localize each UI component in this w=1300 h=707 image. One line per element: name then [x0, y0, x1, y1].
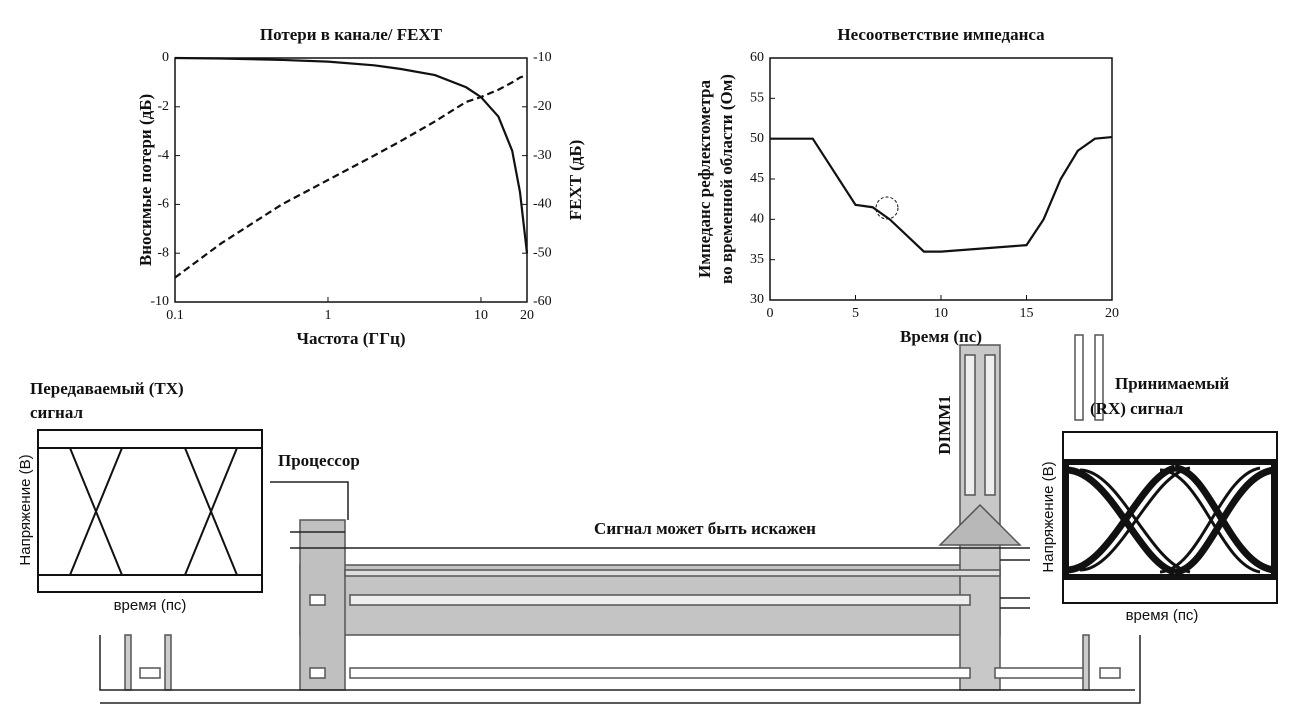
board-lines: [99, 481, 1141, 704]
rx-title: (RX) сигнал: [1090, 399, 1184, 418]
board: [124, 334, 1121, 691]
tx-title: Передаваемый (TX): [30, 379, 184, 398]
y-axis-label: во временной области (Ом): [717, 74, 736, 284]
y2-tick-label: -40: [533, 197, 552, 212]
y-axis-label: Вносимые потери (дБ): [136, 94, 155, 266]
y2-tick-label: -50: [533, 245, 552, 260]
y-tick-label: 0: [162, 50, 169, 65]
x-tick-label: 0.1: [166, 308, 184, 323]
y-tick-label: 35: [750, 252, 764, 267]
y-axis-label: Импеданс рефлектометра: [695, 80, 714, 278]
x-tick-label: 5: [852, 306, 859, 321]
processor-label: Процессор: [278, 451, 360, 470]
rx-eye: [1062, 431, 1278, 604]
x-axis-label: Частота (ГГц): [297, 329, 406, 348]
chart-title: Потери в канале/ FEXT: [260, 25, 443, 44]
y-tick-label: -10: [150, 294, 169, 309]
y-tick-label: 50: [750, 131, 764, 146]
line-series: [174, 74, 528, 279]
chart-title: Несоответствие импеданса: [837, 25, 1045, 44]
rx-ylabel: Напряжение (В): [1040, 461, 1057, 572]
x-tick-label: 15: [1020, 306, 1034, 321]
rx-xlabel: время (пс): [1126, 607, 1199, 624]
y2-axis-label: FEXT (дБ): [566, 140, 585, 220]
y-tick-label: 60: [750, 50, 764, 65]
plot-frame: [174, 57, 528, 303]
dimm-label: DIMM1: [935, 395, 954, 454]
line-series: [770, 135, 1113, 253]
x-axis-label: Время (пс): [900, 327, 982, 346]
y-tick-label: 55: [750, 91, 764, 106]
y2-tick-label: -60: [533, 294, 552, 309]
x-tick-label: 10: [474, 308, 488, 323]
y-tick-label: -2: [157, 99, 169, 114]
x-tick-label: 20: [520, 308, 534, 323]
mismatch-marker: [875, 196, 899, 220]
y2-tick-label: -30: [533, 148, 552, 163]
y-tick-label: 30: [750, 292, 764, 307]
y-tick-label: 40: [750, 212, 764, 227]
x-tick-label: 10: [934, 306, 948, 321]
y-tick-label: -6: [157, 197, 169, 212]
x-tick-label: 1: [324, 308, 331, 323]
y-tick-label: 45: [750, 171, 764, 186]
distortion-label: Сигнал может быть искажен: [594, 519, 816, 538]
line-series: [174, 56, 529, 254]
tx-ylabel: Напряжение (В): [17, 454, 34, 565]
tx-xlabel: время (пс): [114, 597, 187, 614]
x-tick-label: 0: [767, 306, 774, 321]
y-tick-label: -8: [157, 245, 169, 260]
y2-tick-label: -10: [533, 50, 552, 65]
tx-eye: [37, 429, 263, 593]
rx-title: Принимаемый: [1115, 374, 1229, 393]
x-tick-label: 20: [1105, 306, 1119, 321]
y2-tick-label: -20: [533, 99, 552, 114]
tx-title: сигнал: [30, 403, 84, 422]
y-tick-label: -4: [157, 148, 169, 163]
